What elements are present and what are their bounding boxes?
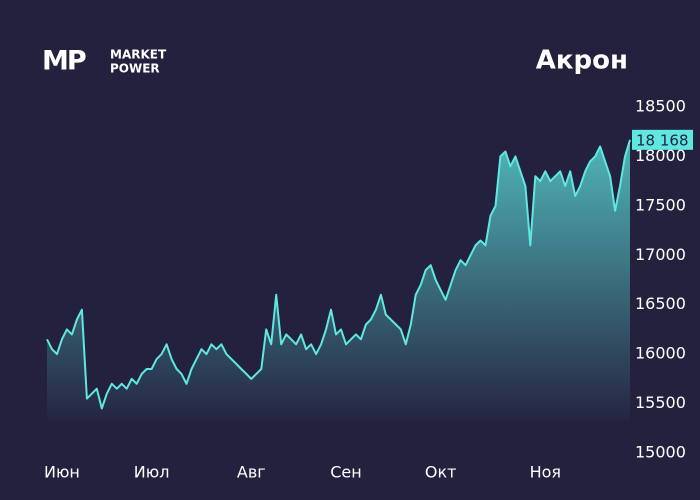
y-tick-label: 16500 [635, 294, 686, 313]
y-tick-label: 16000 [635, 344, 686, 363]
logo-mark: MP [42, 46, 86, 77]
price-line [46, 139, 631, 410]
y-tick-label: 17500 [635, 195, 686, 214]
logo-text: MARKET [110, 48, 167, 62]
area-fill [47, 139, 630, 421]
logo-text: POWER [110, 62, 160, 76]
y-tick-label: 18000 [635, 146, 686, 165]
chart-title: Акрон [536, 46, 628, 76]
last-value-box [632, 129, 693, 150]
y-tick-label: 15500 [635, 393, 686, 412]
y-tick-label: 17000 [635, 245, 686, 264]
x-tick-label: Окт [425, 463, 457, 482]
x-tick-label: Июн [44, 463, 80, 482]
x-tick-label: Июл [134, 463, 170, 482]
x-tick-label: Сен [330, 463, 361, 482]
x-tick-label: Ноя [530, 463, 561, 482]
x-tick-label: Авг [237, 463, 266, 482]
y-tick-label: 18500 [635, 97, 686, 116]
last-value-label: 18 168 [636, 131, 689, 149]
y-tick-label: 15000 [635, 443, 686, 462]
